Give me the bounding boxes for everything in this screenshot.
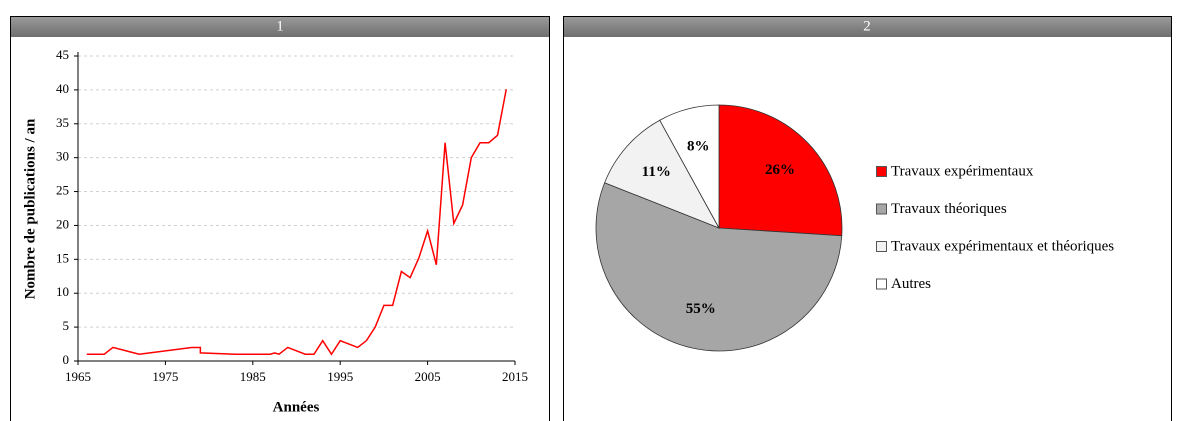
y-tick-label: 35 (56, 115, 69, 130)
panel-title: 2 (863, 18, 871, 34)
y-tick-label: 25 (56, 183, 69, 198)
y-tick-label: 0 (63, 352, 70, 367)
data-line (86, 89, 507, 356)
panel-header (11, 17, 549, 37)
x-tick-label: 1975 (152, 369, 178, 384)
slice-label: 55% (686, 301, 716, 317)
pie-slice (604, 119, 720, 229)
legend-label: Travaux expérimentaux et théoriques (891, 238, 1114, 254)
legend-swatch (876, 166, 887, 177)
y-tick-label: 40 (56, 81, 69, 96)
x-tick-label: 1995 (327, 369, 353, 384)
y-tick-label: 5 (63, 318, 70, 333)
slice-label: 26% (765, 162, 795, 178)
legend-label: Autres (891, 276, 931, 292)
pie-slice (595, 182, 843, 352)
panel-title: 1 (276, 18, 284, 34)
x-tick-label: 1985 (240, 369, 266, 384)
pie-slice (718, 104, 843, 237)
y-tick-label: 30 (56, 149, 69, 164)
y-axis-title: Nombre de publications / an (22, 118, 38, 299)
y-tick-label: 20 (56, 216, 69, 231)
y-tick-label: 45 (56, 47, 69, 62)
x-tick-label: 2015 (502, 369, 528, 384)
legend-swatch (876, 241, 887, 252)
pie-slice (659, 104, 720, 229)
legend-swatch (876, 278, 887, 290)
panel (10, 16, 550, 421)
x-tick-label: 1965 (65, 369, 91, 384)
y-tick-label: 15 (56, 250, 69, 265)
panel-header (564, 17, 1171, 37)
slice-label: 8% (687, 138, 710, 154)
slice-label: 11% (642, 164, 671, 180)
legend-label: Travaux expérimentaux (891, 163, 1034, 179)
x-axis-title: Années (273, 399, 320, 415)
legend-label: Travaux théoriques (891, 201, 1007, 217)
x-tick-label: 2005 (415, 369, 441, 384)
y-tick-label: 10 (56, 284, 69, 299)
legend-swatch (876, 203, 887, 215)
